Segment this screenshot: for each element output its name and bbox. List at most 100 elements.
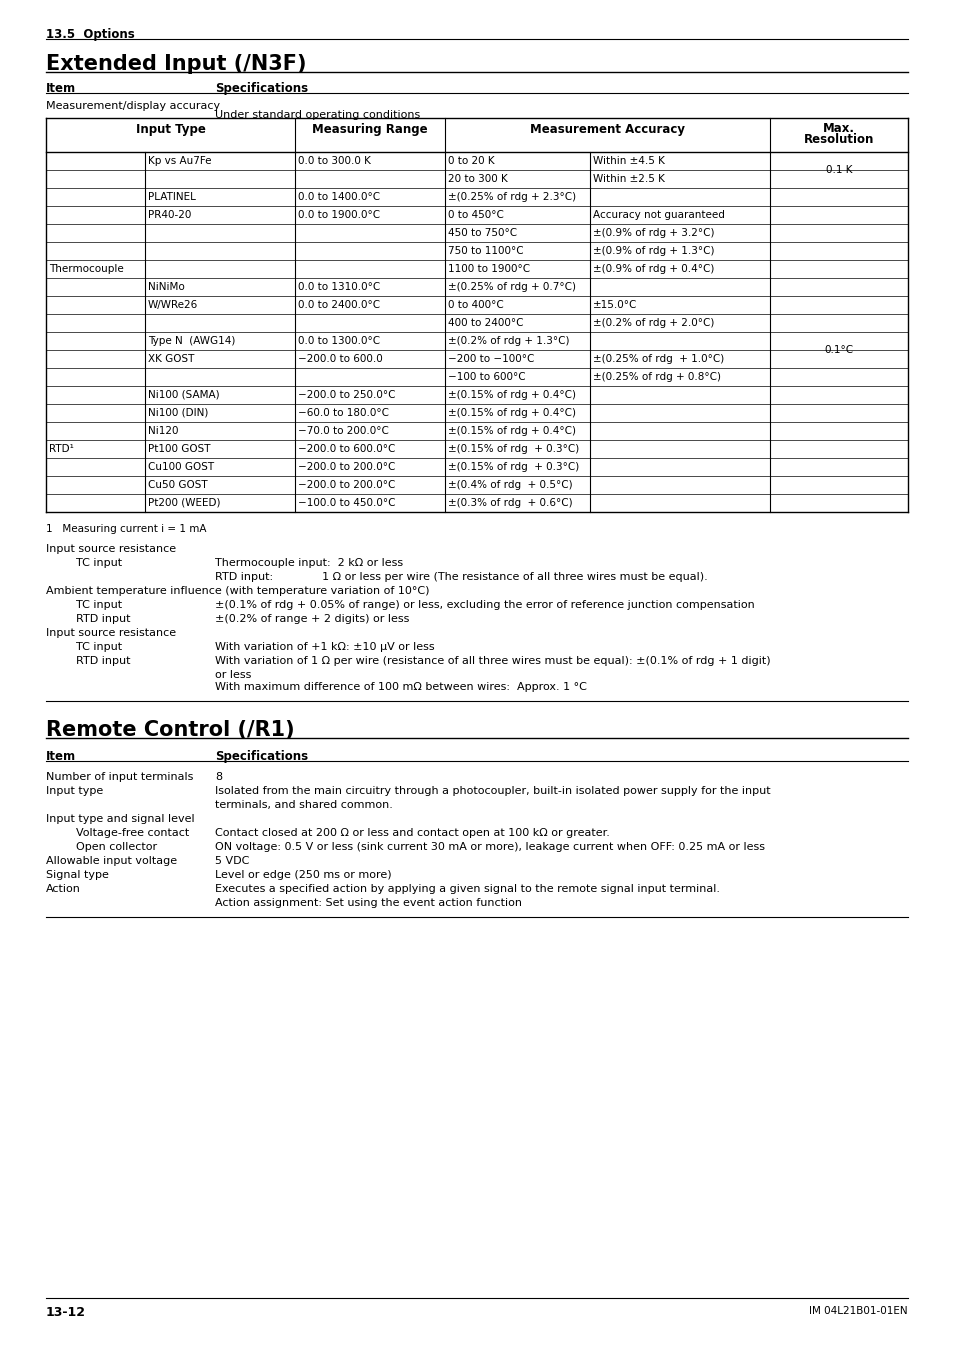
Text: 0.0 to 300.0 K: 0.0 to 300.0 K <box>297 157 371 166</box>
Text: W/WRe26: W/WRe26 <box>148 300 198 310</box>
Text: 0.1 K: 0.1 K <box>825 165 851 176</box>
Text: RTD input: RTD input <box>76 656 131 666</box>
Text: −60.0 to 180.0°C: −60.0 to 180.0°C <box>297 408 389 418</box>
Text: Ni100 (DIN): Ni100 (DIN) <box>148 408 208 418</box>
Text: 13-12: 13-12 <box>46 1305 86 1319</box>
Text: ±(0.9% of rdg + 1.3°C): ±(0.9% of rdg + 1.3°C) <box>593 246 714 256</box>
Text: ±(0.9% of rdg + 0.4°C): ±(0.9% of rdg + 0.4°C) <box>593 265 714 274</box>
Text: XK GOST: XK GOST <box>148 354 194 364</box>
Text: IM 04L21B01-01EN: IM 04L21B01-01EN <box>808 1305 907 1316</box>
Text: Specifications: Specifications <box>214 751 308 763</box>
Text: Level or edge (250 ms or more): Level or edge (250 ms or more) <box>214 869 392 880</box>
Text: ±(0.25% of rdg + 2.3°C): ±(0.25% of rdg + 2.3°C) <box>448 192 576 202</box>
Text: Within ±2.5 K: Within ±2.5 K <box>593 174 664 184</box>
Text: Remote Control (/R1): Remote Control (/R1) <box>46 720 294 740</box>
Text: Within ±4.5 K: Within ±4.5 K <box>593 157 664 166</box>
Text: ±15.0°C: ±15.0°C <box>593 300 637 310</box>
Text: PLATINEL: PLATINEL <box>148 192 195 202</box>
Text: ON voltage: 0.5 V or less (sink current 30 mA or more), leakage current when OFF: ON voltage: 0.5 V or less (sink current … <box>214 842 764 852</box>
Text: Measurement/display accuracy: Measurement/display accuracy <box>46 101 220 111</box>
Text: ±(0.2% of rdg + 2.0°C): ±(0.2% of rdg + 2.0°C) <box>593 319 714 328</box>
Text: ±(0.25% of rdg + 0.8°C): ±(0.25% of rdg + 0.8°C) <box>593 373 720 382</box>
Text: 0 to 20 K: 0 to 20 K <box>448 157 494 166</box>
Text: Item: Item <box>46 751 76 763</box>
Text: Item: Item <box>46 82 76 94</box>
Text: ±(0.9% of rdg + 3.2°C): ±(0.9% of rdg + 3.2°C) <box>593 228 714 238</box>
Text: ±(0.15% of rdg + 0.4°C): ±(0.15% of rdg + 0.4°C) <box>448 408 576 418</box>
Text: Pt100 GOST: Pt100 GOST <box>148 444 211 454</box>
Text: −70.0 to 200.0°C: −70.0 to 200.0°C <box>297 427 389 436</box>
Text: 0.0 to 1310.0°C: 0.0 to 1310.0°C <box>297 282 380 292</box>
Text: With maximum difference of 100 mΩ between wires:  Approx. 1 °C: With maximum difference of 100 mΩ betwee… <box>214 682 586 693</box>
Text: 400 to 2400°C: 400 to 2400°C <box>448 319 523 328</box>
Text: Number of input terminals: Number of input terminals <box>46 772 193 782</box>
Text: RTD input: RTD input <box>76 614 131 624</box>
Text: −200 to −100°C: −200 to −100°C <box>448 354 534 364</box>
Text: Action: Action <box>46 884 81 894</box>
Text: Max.: Max. <box>822 122 854 135</box>
Text: Extended Input (/N3F): Extended Input (/N3F) <box>46 54 306 74</box>
Text: Thermocouple: Thermocouple <box>49 265 124 274</box>
Text: −200.0 to 600.0: −200.0 to 600.0 <box>297 354 382 364</box>
Text: Specifications: Specifications <box>214 82 308 94</box>
Text: Action assignment: Set using the event action function: Action assignment: Set using the event a… <box>214 898 521 909</box>
Text: ±(0.4% of rdg  + 0.5°C): ±(0.4% of rdg + 0.5°C) <box>448 481 572 490</box>
Text: Input source resistance: Input source resistance <box>46 544 176 554</box>
Text: Input type: Input type <box>46 786 103 796</box>
Text: 0.1°C: 0.1°C <box>823 346 853 355</box>
Text: Thermocouple input:  2 kΩ or less: Thermocouple input: 2 kΩ or less <box>214 558 403 568</box>
Text: RTD input:              1 Ω or less per wire (The resistance of all three wires : RTD input: 1 Ω or less per wire (The res… <box>214 572 707 582</box>
Text: NiNiMo: NiNiMo <box>148 282 185 292</box>
Text: Resolution: Resolution <box>803 134 873 146</box>
Text: TC input: TC input <box>76 599 122 610</box>
Text: 0 to 400°C: 0 to 400°C <box>448 300 503 310</box>
Text: Input type and signal level: Input type and signal level <box>46 814 194 824</box>
Text: 8: 8 <box>214 772 222 782</box>
Text: ±(0.3% of rdg  + 0.6°C): ±(0.3% of rdg + 0.6°C) <box>448 498 572 508</box>
Text: −100 to 600°C: −100 to 600°C <box>448 373 525 382</box>
Text: ±(0.25% of rdg + 0.7°C): ±(0.25% of rdg + 0.7°C) <box>448 282 576 292</box>
Text: −200.0 to 600.0°C: −200.0 to 600.0°C <box>297 444 395 454</box>
Text: TC input: TC input <box>76 558 122 568</box>
Text: 20 to 300 K: 20 to 300 K <box>448 174 507 184</box>
Text: With variation of 1 Ω per wire (resistance of all three wires must be equal): ±(: With variation of 1 Ω per wire (resistan… <box>214 656 770 666</box>
Text: Measuring Range: Measuring Range <box>312 123 427 136</box>
Text: Type N  (AWG14): Type N (AWG14) <box>148 336 235 346</box>
Text: 450 to 750°C: 450 to 750°C <box>448 228 517 238</box>
Text: PR40-20: PR40-20 <box>148 211 192 220</box>
Text: RTD¹: RTD¹ <box>49 444 73 454</box>
Text: Signal type: Signal type <box>46 869 109 880</box>
Text: 0.0 to 2400.0°C: 0.0 to 2400.0°C <box>297 300 379 310</box>
Text: ±(0.1% of rdg + 0.05% of range) or less, excluding the error of reference juncti: ±(0.1% of rdg + 0.05% of range) or less,… <box>214 599 754 610</box>
Text: Accuracy not guaranteed: Accuracy not guaranteed <box>593 211 724 220</box>
Text: −200.0 to 250.0°C: −200.0 to 250.0°C <box>297 390 395 400</box>
Text: Executes a specified action by applying a given signal to the remote signal inpu: Executes a specified action by applying … <box>214 884 720 894</box>
Text: Ni100 (SAMA): Ni100 (SAMA) <box>148 390 219 400</box>
Text: −200.0 to 200.0°C: −200.0 to 200.0°C <box>297 462 395 472</box>
Text: 13.5  Options: 13.5 Options <box>46 28 134 40</box>
Text: ±(0.25% of rdg  + 1.0°C): ±(0.25% of rdg + 1.0°C) <box>593 354 723 364</box>
Text: ±(0.2% of rdg + 1.3°C): ±(0.2% of rdg + 1.3°C) <box>448 336 569 346</box>
Text: Measurement Accuracy: Measurement Accuracy <box>530 123 684 136</box>
Text: 1   Measuring current i = 1 mA: 1 Measuring current i = 1 mA <box>46 524 206 535</box>
Text: 0.0 to 1400.0°C: 0.0 to 1400.0°C <box>297 192 379 202</box>
Text: Allowable input voltage: Allowable input voltage <box>46 856 177 865</box>
Text: 750 to 1100°C: 750 to 1100°C <box>448 246 523 256</box>
Text: 0.0 to 1900.0°C: 0.0 to 1900.0°C <box>297 211 379 220</box>
Text: 0 to 450°C: 0 to 450°C <box>448 211 503 220</box>
Text: ±(0.15% of rdg  + 0.3°C): ±(0.15% of rdg + 0.3°C) <box>448 444 578 454</box>
Text: Ni120: Ni120 <box>148 427 178 436</box>
Text: Pt200 (WEED): Pt200 (WEED) <box>148 498 220 508</box>
Text: Isolated from the main circuitry through a photocoupler, built-in isolated power: Isolated from the main circuitry through… <box>214 786 770 796</box>
Text: Ambient temperature influence (with temperature variation of 10°C): Ambient temperature influence (with temp… <box>46 586 429 595</box>
Text: Under standard operating conditions: Under standard operating conditions <box>214 109 420 120</box>
Text: With variation of +1 kΩ: ±10 μV or less: With variation of +1 kΩ: ±10 μV or less <box>214 643 435 652</box>
Text: Cu100 GOST: Cu100 GOST <box>148 462 213 472</box>
Text: Voltage-free contact: Voltage-free contact <box>76 828 189 838</box>
Text: 1100 to 1900°C: 1100 to 1900°C <box>448 265 530 274</box>
Text: Input Type: Input Type <box>135 123 205 136</box>
Text: ±(0.2% of range + 2 digits) or less: ±(0.2% of range + 2 digits) or less <box>214 614 409 624</box>
Text: Input source resistance: Input source resistance <box>46 628 176 639</box>
Text: 0.0 to 1300.0°C: 0.0 to 1300.0°C <box>297 336 379 346</box>
Text: TC input: TC input <box>76 643 122 652</box>
